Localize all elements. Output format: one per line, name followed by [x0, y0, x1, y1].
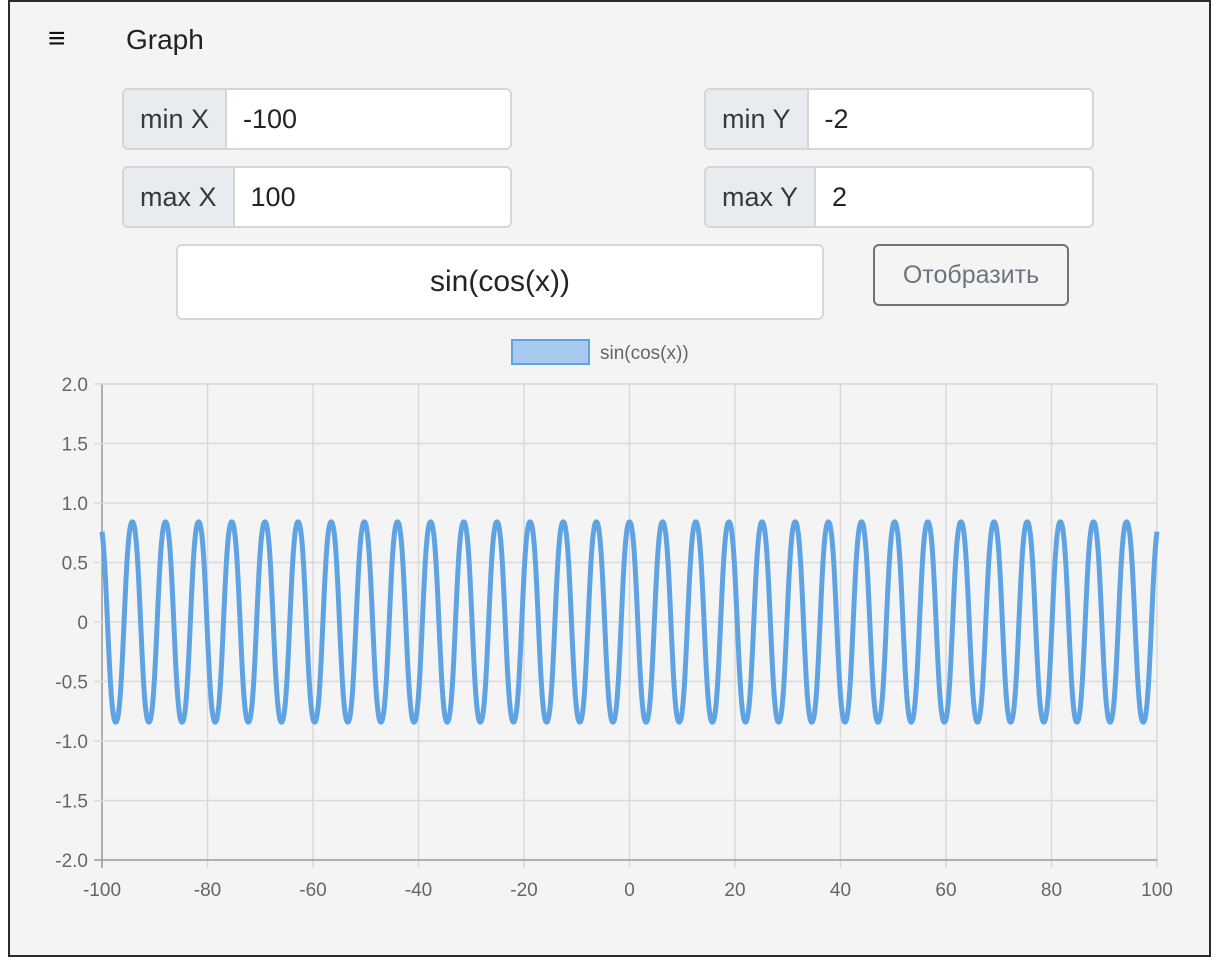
y-tick-label: -1.0 — [55, 732, 88, 753]
y-tick-label: 0 — [77, 613, 88, 634]
y-tick-label: 1.5 — [62, 435, 88, 456]
series-line — [99, 519, 1160, 725]
x-tick-label: 20 — [724, 880, 745, 901]
hamburger-menu-icon[interactable]: ≡ — [48, 22, 66, 55]
min-x-label: min X — [124, 90, 228, 148]
x-tick-label: 40 — [830, 880, 851, 901]
x-tick-label: 0 — [624, 880, 635, 901]
x-tick-label: -100 — [83, 880, 121, 901]
chart-ticks: -100 -80 -60 -40 -20 0 20 40 60 80 100 2.0 1.5 1.0 0.5… — [55, 375, 1173, 901]
max-y-group: max Y 2 — [704, 166, 1094, 228]
legend-label: sin(cos(x)) — [600, 343, 689, 364]
x-tick-label: 100 — [1141, 880, 1173, 901]
y-tick-label: 1.0 — [62, 494, 88, 515]
x-tick-label: 60 — [935, 880, 956, 901]
min-x-group: min X -100 — [122, 88, 512, 150]
x-tick-label: -80 — [194, 880, 221, 901]
min-y-group: min Y -2 — [704, 88, 1094, 150]
max-y-input[interactable]: 2 — [832, 181, 848, 212]
app-window — [8, 0, 1211, 957]
formula-input[interactable]: sin(cos(x)) — [176, 244, 824, 320]
render-button[interactable]: Отобразить — [873, 244, 1069, 306]
x-tick-label: 80 — [1041, 880, 1062, 901]
y-tick-label: -1.5 — [55, 792, 88, 813]
min-y-input[interactable]: -2 — [824, 103, 849, 134]
min-x-input[interactable]: -100 — [243, 103, 298, 134]
chart-legend: sin(cos(x)) — [511, 339, 689, 365]
y-tick-label: 0.5 — [62, 554, 88, 575]
x-tick-label: -60 — [299, 880, 326, 901]
min-y-label: min Y — [706, 90, 809, 148]
y-tick-label: -0.5 — [55, 673, 88, 694]
x-tick-label: -20 — [510, 880, 537, 901]
max-x-label: max X — [124, 168, 235, 226]
y-tick-label: -2.0 — [55, 851, 88, 872]
max-x-group: max X 100 — [122, 166, 512, 228]
chart-grid — [94, 383, 1158, 868]
page-title: Graph — [126, 24, 204, 55]
x-tick-label: -40 — [405, 880, 432, 901]
legend-swatch — [511, 339, 590, 365]
max-x-input[interactable]: 100 — [250, 181, 296, 212]
max-y-label: max Y — [706, 168, 817, 226]
y-tick-label: 2.0 — [62, 375, 88, 396]
